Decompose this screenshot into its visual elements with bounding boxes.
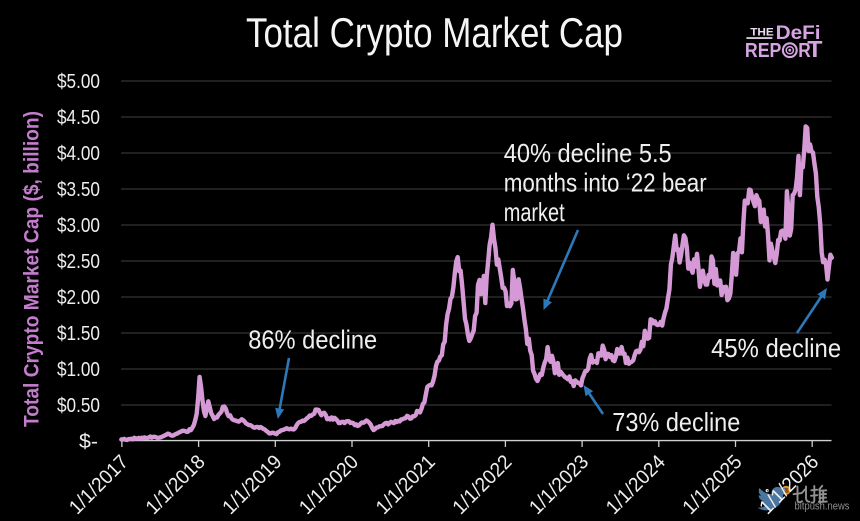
svg-text:Total Crypto Market Cap ($, bi: Total Crypto Market Cap ($, billion)	[21, 111, 44, 427]
svg-text:months into ‘22 bear: months into ‘22 bear	[504, 167, 707, 197]
svg-text:$4.00: $4.00	[57, 143, 100, 165]
svg-text:REP: REP	[745, 40, 782, 62]
svg-text:45% decline: 45% decline	[711, 333, 841, 363]
svg-text:R: R	[798, 40, 811, 62]
svg-text:$5.00: $5.00	[57, 71, 100, 93]
svg-text:market: market	[504, 197, 566, 227]
svg-text:bitpush.news: bitpush.news	[795, 501, 851, 513]
svg-text:$1.00: $1.00	[57, 359, 100, 381]
svg-text:86% decline: 86% decline	[248, 325, 377, 355]
svg-text:$-: $-	[79, 431, 98, 453]
svg-text:73% decline: 73% decline	[612, 407, 740, 437]
svg-text:$2.00: $2.00	[57, 287, 100, 309]
svg-text:Total Crypto Market Cap: Total Crypto Market Cap	[246, 9, 623, 56]
svg-text:DeFi: DeFi	[776, 23, 821, 44]
svg-text:40% decline 5.5: 40% decline 5.5	[504, 138, 672, 168]
svg-text:$2.50: $2.50	[57, 251, 100, 273]
svg-text:$3.00: $3.00	[57, 215, 100, 237]
svg-text:T: T	[807, 36, 822, 62]
svg-text:$3.50: $3.50	[57, 179, 100, 201]
svg-text:$1.50: $1.50	[57, 323, 100, 345]
svg-text:$4.50: $4.50	[57, 107, 100, 129]
svg-text:THE: THE	[750, 26, 774, 38]
svg-text:$0.50: $0.50	[57, 395, 100, 417]
